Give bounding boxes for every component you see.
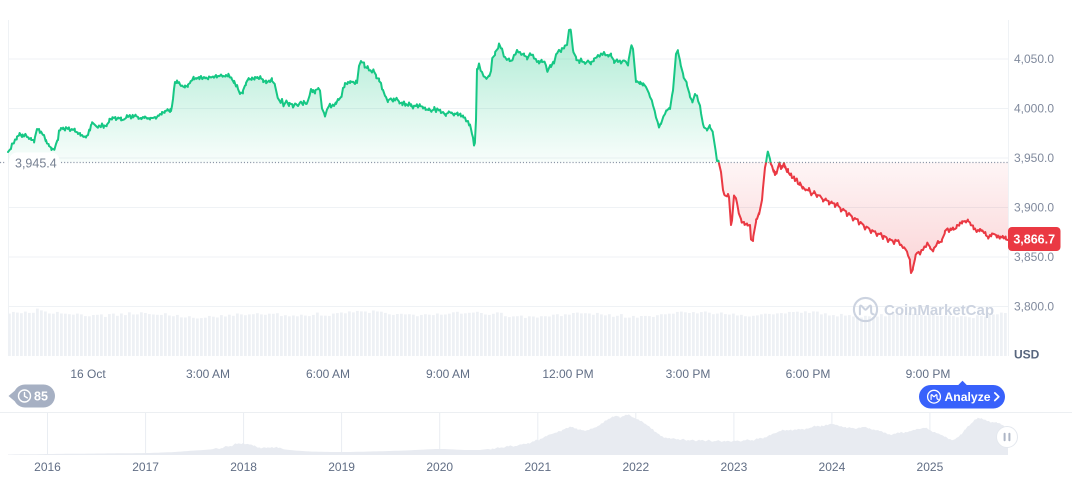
- svg-text:4,000.0: 4,000.0: [1014, 102, 1054, 116]
- svg-text:CoinMarketCap: CoinMarketCap: [884, 302, 994, 319]
- svg-text:6:00 PM: 6:00 PM: [786, 367, 831, 381]
- svg-text:2023: 2023: [721, 460, 748, 474]
- svg-text:3,866.7: 3,866.7: [1013, 233, 1055, 247]
- svg-text:3,900.0: 3,900.0: [1014, 201, 1054, 215]
- svg-text:2021: 2021: [524, 460, 551, 474]
- svg-text:Analyze: Analyze: [945, 390, 991, 404]
- svg-text:12:00 PM: 12:00 PM: [542, 367, 593, 381]
- svg-text:2022: 2022: [622, 460, 649, 474]
- svg-text:9:00 AM: 9:00 AM: [426, 367, 470, 381]
- svg-text:2025: 2025: [917, 460, 944, 474]
- svg-text:3,945.4: 3,945.4: [15, 157, 57, 171]
- svg-text:3,850.0: 3,850.0: [1014, 250, 1054, 264]
- svg-text:85: 85: [34, 390, 48, 404]
- svg-text:3:00 AM: 3:00 AM: [186, 367, 230, 381]
- svg-text:4,050.0: 4,050.0: [1014, 52, 1054, 66]
- svg-text:3,800.0: 3,800.0: [1014, 300, 1054, 314]
- svg-text:2016: 2016: [34, 460, 61, 474]
- svg-text:16 Oct: 16 Oct: [70, 367, 106, 381]
- svg-text:2019: 2019: [328, 460, 355, 474]
- svg-text:2020: 2020: [426, 460, 453, 474]
- svg-text:2024: 2024: [819, 460, 846, 474]
- svg-text:USD: USD: [1014, 348, 1040, 362]
- svg-text:3:00 PM: 3:00 PM: [666, 367, 711, 381]
- svg-text:2018: 2018: [230, 460, 257, 474]
- svg-text:2017: 2017: [132, 460, 159, 474]
- svg-text:3,950.0: 3,950.0: [1014, 151, 1054, 165]
- svg-text:6:00 AM: 6:00 AM: [306, 367, 350, 381]
- svg-text:9:00 PM: 9:00 PM: [906, 367, 951, 381]
